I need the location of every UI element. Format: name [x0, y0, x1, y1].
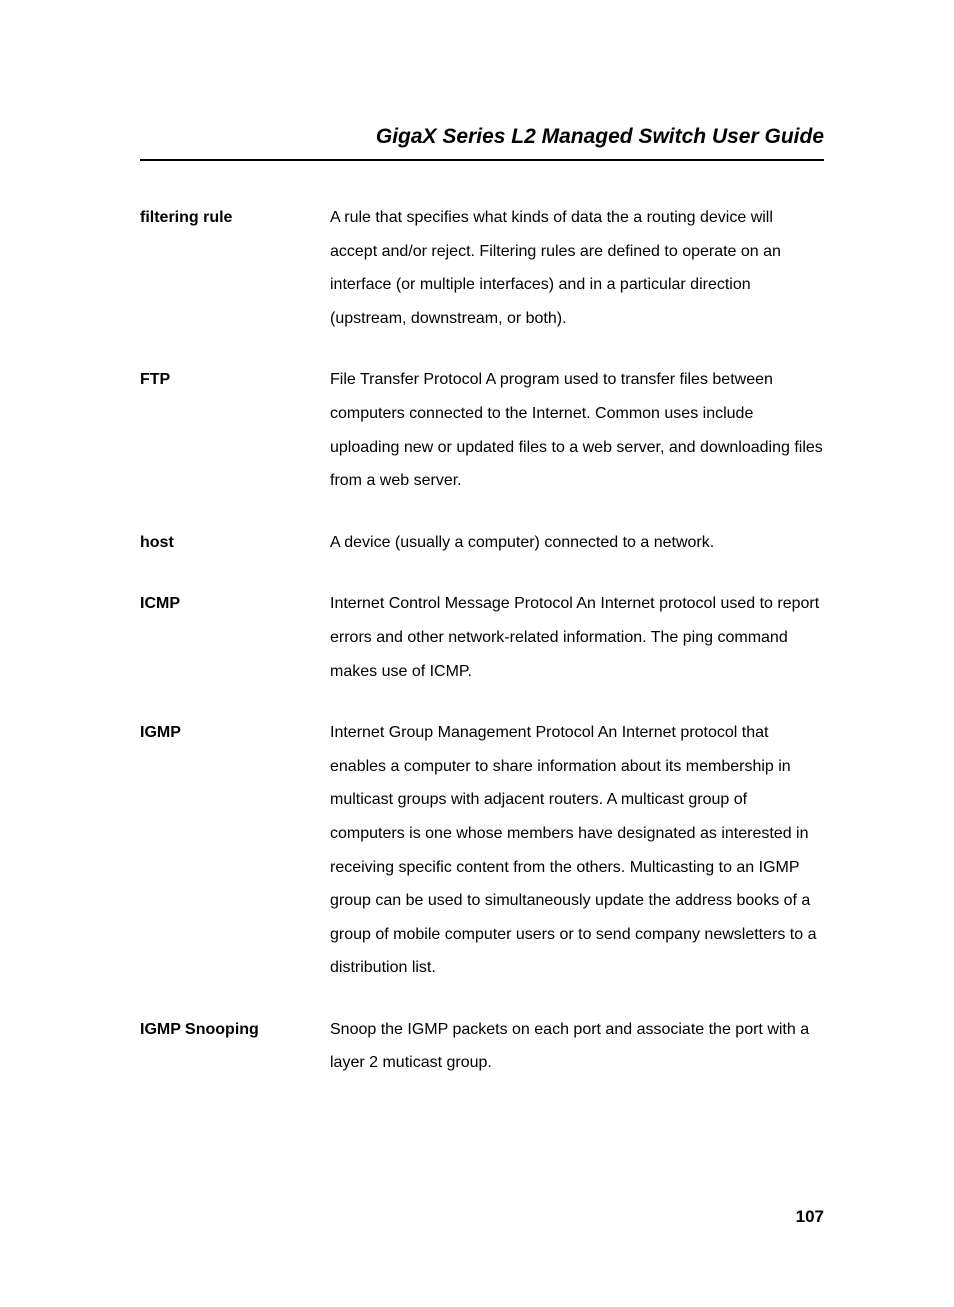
glossary-definition: Internet Group Management Protocol An In… — [330, 716, 824, 985]
page-content: GigaX Series L2 Managed Switch User Guid… — [0, 0, 954, 1168]
page-number: 107 — [796, 1207, 824, 1227]
glossary-term: ICMP — [140, 587, 330, 688]
glossary-entry: FTP File Transfer Protocol A program use… — [140, 363, 824, 497]
glossary-entry: IGMP Snooping Snoop the IGMP packets on … — [140, 1013, 824, 1080]
glossary-term: IGMP Snooping — [140, 1013, 330, 1080]
glossary-entry: ICMP Internet Control Message Protocol A… — [140, 587, 824, 688]
document-header-title: GigaX Series L2 Managed Switch User Guid… — [140, 125, 824, 161]
glossary-term: filtering rule — [140, 201, 330, 335]
glossary-entry: host A device (usually a computer) conne… — [140, 526, 824, 560]
glossary-definition: Snoop the IGMP packets on each port and … — [330, 1013, 824, 1080]
glossary-entry: IGMP Internet Group Management Protocol … — [140, 716, 824, 985]
glossary-entry: filtering rule A rule that specifies wha… — [140, 201, 824, 335]
glossary-term: IGMP — [140, 716, 330, 985]
glossary-term: host — [140, 526, 330, 560]
glossary-term: FTP — [140, 363, 330, 497]
glossary-definition: A rule that specifies what kinds of data… — [330, 201, 824, 335]
glossary-definition: Internet Control Message Protocol An Int… — [330, 587, 824, 688]
glossary-definition: A device (usually a computer) connected … — [330, 526, 824, 560]
glossary-definition: File Transfer Protocol A program used to… — [330, 363, 824, 497]
